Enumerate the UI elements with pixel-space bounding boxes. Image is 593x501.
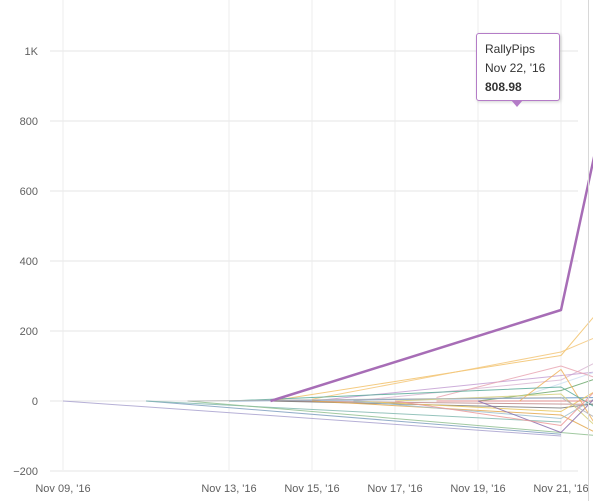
x-tick-label: Nov 13, '16 <box>201 483 256 495</box>
panel-edge <box>588 0 589 501</box>
y-tick-label: 0 <box>32 396 38 408</box>
series-line <box>145 400 562 423</box>
tooltip-value: 808.98 <box>485 80 522 94</box>
y-tick-label: 200 <box>20 326 38 338</box>
y-tick-label: 600 <box>20 186 38 198</box>
series-line <box>145 400 562 435</box>
y-tick-label: 800 <box>20 116 38 128</box>
x-tick-label: Nov 21, '16 <box>533 483 588 495</box>
y-tick-label: 400 <box>20 256 38 268</box>
x-tick-label: Nov 19, '16 <box>450 483 505 495</box>
y-tick-label: −200 <box>13 466 38 478</box>
tooltip-date: Nov 22, '16 <box>485 61 546 75</box>
x-tick-label: Nov 09, '16 <box>35 483 90 495</box>
x-tick-label: Nov 17, '16 <box>367 483 422 495</box>
series-lines <box>62 155 593 437</box>
series-line <box>62 400 562 437</box>
y-tick-label: 1K <box>25 46 39 58</box>
series-line <box>187 400 593 436</box>
x-axis: Nov 09, '16 Nov 13, '16 Nov 15, '16 Nov 17,… <box>35 483 588 495</box>
y-axis: −200 0 200 400 600 800 1K <box>13 46 38 478</box>
tooltip-series-name: RallyPips <box>485 42 536 56</box>
tooltip-pointer <box>511 100 523 107</box>
series-line <box>311 371 593 402</box>
x-tick-label: Nov 15, '16 <box>284 483 339 495</box>
tooltip: RallyPips Nov 22, '16 808.98 <box>476 33 560 101</box>
series-line <box>519 372 593 398</box>
